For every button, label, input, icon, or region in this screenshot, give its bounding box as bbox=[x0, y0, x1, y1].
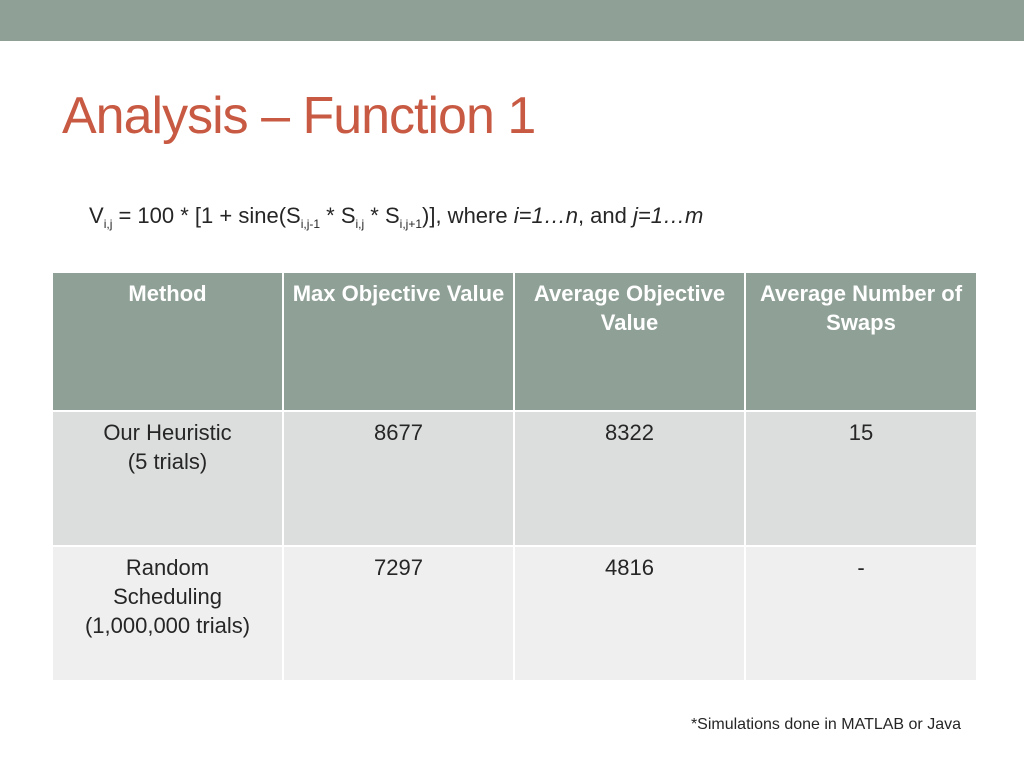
method-line: (5 trials) bbox=[127, 449, 208, 474]
cell-average-objective-value: 4816 bbox=[513, 545, 746, 682]
table-header-row: Method Max Objective Value Average Objec… bbox=[51, 271, 978, 412]
cell-max-objective-value: 7297 bbox=[282, 545, 515, 682]
method-line: Random bbox=[125, 555, 210, 580]
header-average-objective-value: Average Objective Value bbox=[513, 271, 746, 412]
formula-part: , and bbox=[577, 203, 633, 228]
method-line: Scheduling bbox=[113, 584, 222, 609]
header-max-objective-value: Max Objective Value bbox=[282, 271, 515, 412]
cell-method: Our Heuristic (5 trials) bbox=[51, 410, 284, 547]
cell-max-objective-value: 8677 bbox=[282, 410, 515, 547]
method-line: (1,000,000 trials) bbox=[84, 613, 251, 638]
formula: Vi,j = 100 * [1 + sine(Si,j-1 * Si,j * S… bbox=[89, 203, 704, 231]
formula-part: * S bbox=[320, 203, 356, 228]
formula-i-range: i=1…n bbox=[513, 203, 578, 228]
top-accent-bar bbox=[0, 0, 1024, 41]
results-table: Method Max Objective Value Average Objec… bbox=[51, 271, 978, 682]
cell-average-number-of-swaps: - bbox=[744, 545, 978, 682]
formula-subscript: i,j+1 bbox=[399, 217, 423, 231]
formula-part: )], where bbox=[422, 203, 514, 228]
formula-subscript: i,j-1 bbox=[300, 217, 321, 231]
footnote: *Simulations done in MATLAB or Java bbox=[690, 716, 961, 733]
formula-part: * S bbox=[364, 203, 400, 228]
method-line: Our Heuristic bbox=[103, 420, 232, 445]
formula-part: V bbox=[89, 203, 104, 228]
formula-j-range: j=1…m bbox=[632, 203, 704, 228]
slide-title: Analysis – Function 1 bbox=[62, 87, 536, 145]
cell-average-objective-value: 8322 bbox=[513, 410, 746, 547]
header-method: Method bbox=[51, 271, 284, 412]
cell-average-number-of-swaps: 15 bbox=[744, 410, 978, 547]
formula-part: = 100 * [1 + sine(S bbox=[112, 203, 301, 228]
cell-method: Random Scheduling (1,000,000 trials) bbox=[51, 545, 284, 682]
table-row: Our Heuristic (5 trials) 8677 8322 15 bbox=[51, 410, 978, 547]
formula-subscript: i,j bbox=[103, 217, 113, 231]
formula-subscript: i,j bbox=[355, 217, 365, 231]
table-row: Random Scheduling (1,000,000 trials) 729… bbox=[51, 545, 978, 682]
header-average-number-of-swaps: Average Number of Swaps bbox=[744, 271, 978, 412]
